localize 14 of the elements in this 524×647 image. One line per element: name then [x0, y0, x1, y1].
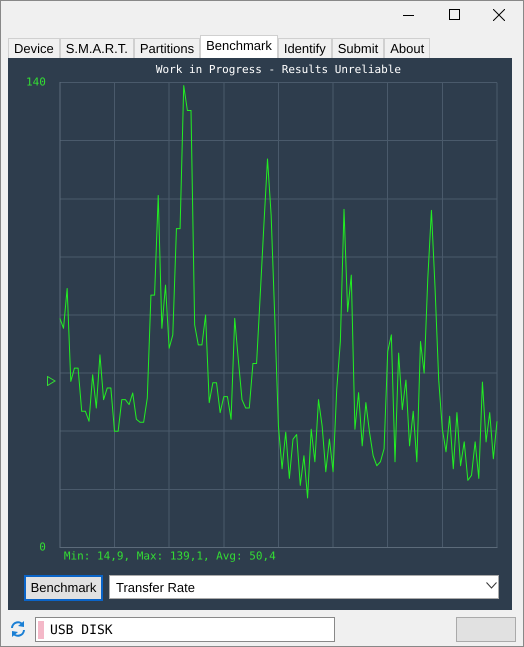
- y-tick-label: 140: [26, 75, 46, 88]
- text: Submit: [332, 38, 384, 59]
- text: Benchmark: [24, 575, 103, 601]
- chart-title: Work in Progress - Results Unreliable: [156, 62, 401, 76]
- text: Device: [8, 38, 60, 59]
- text: USB DISK: [35, 617, 335, 642]
- text: About: [384, 38, 430, 59]
- text: Transfer Rate: [109, 575, 499, 599]
- text: S.M.A.R.T.: [60, 38, 134, 59]
- text: Partitions: [134, 38, 200, 59]
- text: Benchmark: [200, 35, 278, 59]
- text: Min: 14,9, Max: 139,1, Avg: 50,4: [64, 549, 276, 562]
- y-tick-label: 0: [39, 540, 46, 554]
- text: Identify: [278, 38, 332, 59]
